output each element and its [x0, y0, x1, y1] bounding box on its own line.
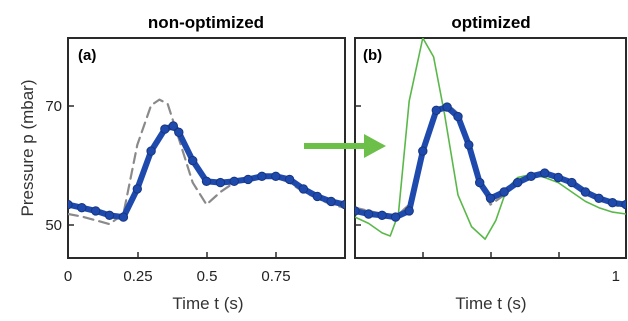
- data-point-b: [442, 102, 452, 112]
- data-point-b: [404, 206, 414, 216]
- data-point-a: [340, 199, 345, 210]
- series-line-a-0: [68, 98, 345, 226]
- data-point-b: [475, 177, 485, 188]
- data-point-a: [174, 127, 184, 138]
- y-tick-label-50: 50: [45, 217, 62, 234]
- data-point-b: [594, 193, 604, 204]
- data-point-a: [229, 176, 239, 187]
- data-point-b: [418, 146, 428, 156]
- data-point-a: [243, 174, 253, 185]
- x-axis-label-a: Time t (s): [172, 294, 243, 313]
- x-axis-label-b: Time t (s): [455, 294, 526, 313]
- series-line-a-1: [68, 123, 345, 221]
- data-point-a: [257, 171, 267, 182]
- data-point-b: [453, 111, 463, 122]
- panel-b-title: optimized: [451, 13, 530, 32]
- data-point-a: [91, 206, 101, 216]
- x-tick-label-05: 0.5: [197, 268, 218, 285]
- data-point-b: [431, 105, 441, 116]
- data-point-a: [68, 199, 73, 210]
- series-line-b-0: [355, 38, 626, 240]
- data-point-b: [512, 177, 523, 188]
- data-point-b: [540, 168, 550, 178]
- data-point-a: [77, 203, 87, 213]
- data-point-b: [464, 140, 474, 150]
- data-point-a: [118, 212, 129, 222]
- data-point-b: [621, 199, 626, 210]
- data-point-a: [132, 184, 143, 194]
- y-axis-label: Pressure p (mbar): [18, 80, 37, 217]
- data-point-b: [553, 172, 563, 183]
- data-point-b: [607, 198, 618, 208]
- panel-b-plot-area: [355, 38, 626, 240]
- data-point-a: [188, 155, 198, 166]
- data-point-b: [526, 171, 536, 182]
- panel-b-label: (b): [363, 47, 382, 64]
- panel-a-frame: [67, 37, 346, 259]
- data-point-a: [146, 146, 156, 156]
- x-tick-label-0: 0: [64, 268, 72, 285]
- data-point-a: [284, 174, 295, 185]
- data-point-b: [499, 187, 509, 197]
- series-line-b-2: [355, 104, 626, 221]
- data-point-a: [104, 210, 115, 221]
- data-point-b: [580, 187, 591, 197]
- data-point-a: [168, 121, 179, 131]
- data-point-a: [312, 191, 322, 202]
- data-point-b: [377, 210, 387, 221]
- data-point-a: [215, 177, 226, 188]
- data-point-b: [567, 177, 577, 188]
- data-point-b: [390, 212, 401, 222]
- panel-a-title: non-optimized: [148, 13, 264, 32]
- data-point-b: [355, 206, 360, 216]
- data-point-a: [201, 176, 212, 187]
- panel-a-plot-area: [68, 98, 345, 226]
- panel-b-frame: [354, 37, 627, 259]
- panel-a-label: (a): [78, 47, 96, 64]
- x-tick-label-075: 0.75: [261, 268, 290, 285]
- data-point-b: [363, 209, 374, 219]
- data-point-a: [298, 184, 309, 194]
- data-point-a: [271, 171, 281, 182]
- arrow-icon: [304, 134, 386, 158]
- data-point-a: [160, 124, 170, 134]
- x-tick-label-025: 0.25: [123, 268, 152, 285]
- y-tick-label-70: 70: [45, 98, 62, 115]
- data-point-a: [326, 196, 336, 207]
- x-tick-label-1: 1: [612, 268, 620, 285]
- data-point-b: [485, 193, 496, 204]
